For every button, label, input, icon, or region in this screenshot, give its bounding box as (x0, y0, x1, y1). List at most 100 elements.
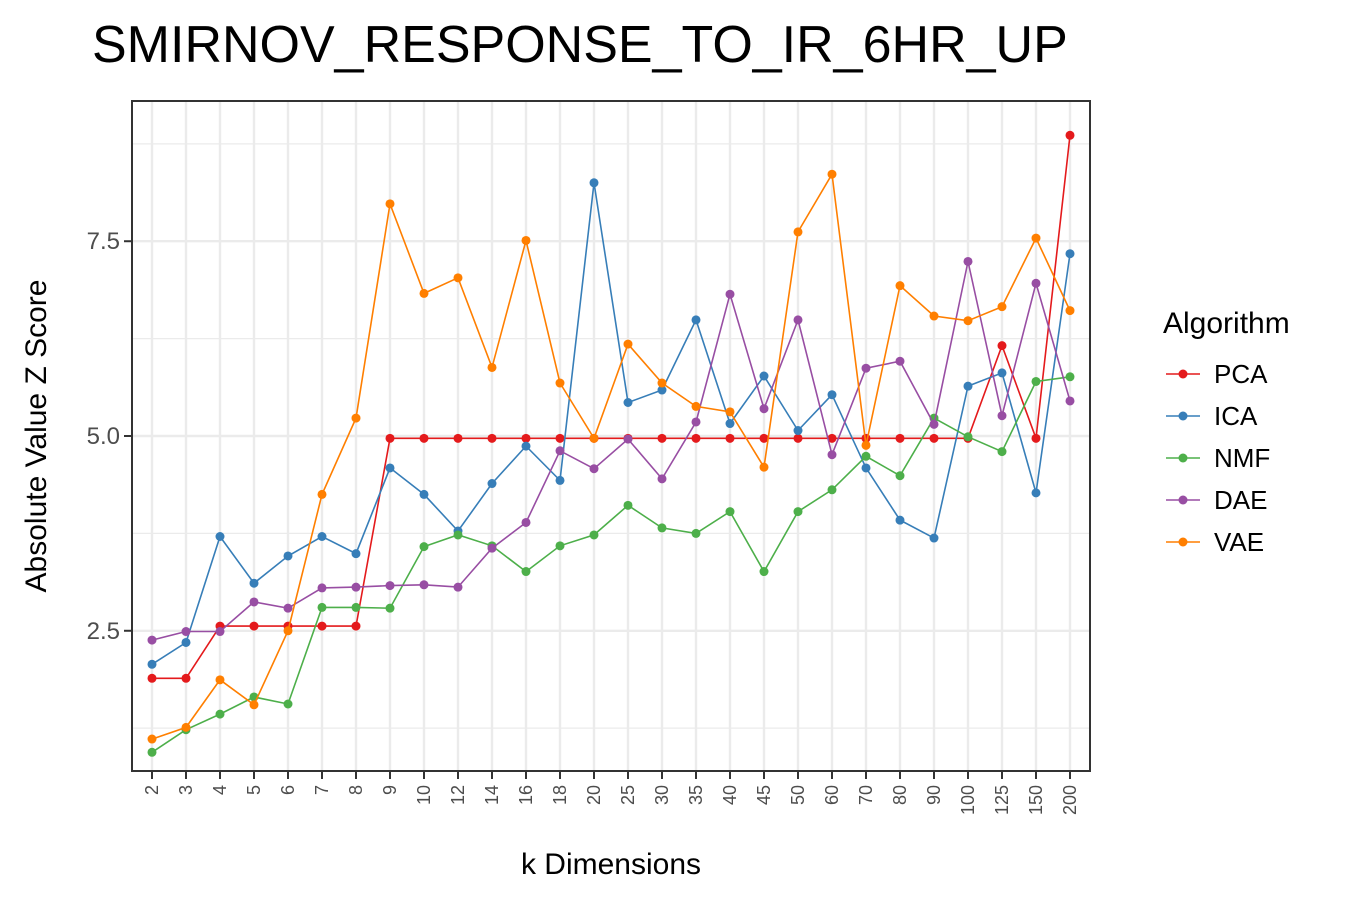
series-line-vae (151, 171, 1071, 740)
data-point-nmf (657, 523, 667, 533)
data-point-dae (419, 580, 429, 590)
x-tick-label: 150 (1026, 785, 1046, 815)
x-axis-title: k Dimensions (521, 848, 701, 881)
data-point-vae (827, 169, 837, 179)
data-point-vae (759, 462, 769, 472)
legend-key-point (1178, 369, 1188, 379)
data-point-nmf (827, 485, 837, 495)
data-point-dae (963, 256, 973, 266)
series-line-pca (152, 135, 1071, 680)
data-point-vae (215, 675, 225, 685)
data-point-dae (487, 543, 497, 553)
data-point-pca (827, 433, 837, 443)
legend-item-pca: PCA (1166, 359, 1268, 389)
data-point-pca (1065, 130, 1075, 140)
data-point-ica (521, 441, 531, 451)
data-point-nmf (453, 530, 463, 540)
data-point-pca (419, 433, 429, 443)
data-point-ica (725, 419, 735, 429)
data-point-ica (555, 475, 565, 485)
data-point-vae (1031, 233, 1041, 243)
data-point-vae (521, 235, 531, 245)
x-tick-label: 35 (686, 785, 706, 805)
x-tick-label: 2 (142, 785, 162, 795)
legend-label: PCA (1214, 359, 1268, 389)
data-point-dae (249, 597, 259, 607)
x-tick-label: 9 (380, 785, 400, 795)
x-tick-label: 50 (788, 785, 808, 805)
data-point-ica (657, 385, 667, 395)
y-tick-label: 2.5 (87, 618, 120, 645)
chart-title: SMIRNOV_RESPONSE_TO_IR_6HR_UP (92, 16, 1068, 74)
legend-label: NMF (1214, 443, 1270, 473)
data-point-dae (1065, 396, 1075, 406)
data-point-dae (793, 315, 803, 325)
data-point-vae (487, 362, 497, 372)
data-point-ica (963, 381, 973, 391)
x-tick-label: 25 (618, 785, 638, 805)
data-point-ica (759, 371, 769, 381)
data-point-nmf (351, 602, 361, 612)
x-tick-label: 125 (992, 785, 1012, 815)
data-point-pca (147, 673, 157, 683)
data-point-ica (283, 551, 293, 561)
data-point-dae (759, 404, 769, 414)
data-point-nmf (555, 541, 565, 551)
data-point-ica (487, 479, 497, 489)
data-point-ica (385, 463, 395, 473)
x-tick-label: 200 (1060, 785, 1080, 815)
data-point-ica (1031, 488, 1041, 498)
data-point-vae (793, 227, 803, 237)
data-point-nmf (317, 602, 327, 612)
x-tick-label: 16 (516, 785, 536, 805)
x-tick-label: 30 (652, 785, 672, 805)
data-point-dae (895, 356, 905, 366)
data-point-pca (555, 433, 565, 443)
data-point-dae (385, 581, 395, 591)
data-point-nmf (861, 451, 871, 461)
data-point-dae (147, 635, 157, 645)
legend-key-point (1178, 495, 1188, 505)
data-point-dae (929, 419, 939, 429)
legend-label: VAE (1214, 527, 1264, 557)
data-point-dae (725, 289, 735, 299)
data-point-vae (181, 722, 191, 732)
data-point-nmf (147, 747, 157, 757)
data-point-dae (1031, 278, 1041, 288)
legend-title: Algorithm (1163, 307, 1290, 340)
x-tick-label: 5 (244, 785, 264, 795)
data-point-nmf (997, 447, 1007, 457)
data-point-dae (691, 417, 701, 427)
data-point-nmf (793, 507, 803, 517)
data-point-ica (997, 368, 1007, 378)
data-point-dae (555, 446, 565, 456)
x-tick-label: 100 (958, 785, 978, 815)
data-point-pca (725, 433, 735, 443)
data-point-ica (147, 659, 157, 669)
data-point-dae (589, 464, 599, 474)
data-point-vae (623, 339, 633, 349)
data-point-vae (589, 433, 599, 443)
data-point-ica (827, 390, 837, 400)
data-point-ica (1065, 249, 1075, 259)
data-point-vae (1065, 306, 1075, 316)
data-point-pca (929, 433, 939, 443)
data-point-vae (283, 626, 293, 636)
x-tick-label: 10 (414, 785, 434, 805)
data-point-vae (351, 413, 361, 423)
data-point-ica (181, 637, 191, 647)
data-point-ica (929, 533, 939, 543)
legend-item-ica: ICA (1166, 401, 1258, 431)
x-tick-label: 12 (448, 785, 468, 805)
data-point-vae (929, 311, 939, 321)
data-point-pca (691, 433, 701, 443)
y-tick-label: 5.0 (87, 423, 120, 450)
x-tick-label: 4 (210, 785, 230, 795)
legend-key-point (1178, 537, 1188, 547)
series-layer (147, 130, 1075, 757)
x-tick-label: 45 (754, 785, 774, 805)
data-point-ica (691, 315, 701, 325)
series-line-nmf (151, 376, 1071, 753)
x-tick-label: 20 (584, 785, 604, 805)
data-point-nmf (1031, 376, 1041, 386)
